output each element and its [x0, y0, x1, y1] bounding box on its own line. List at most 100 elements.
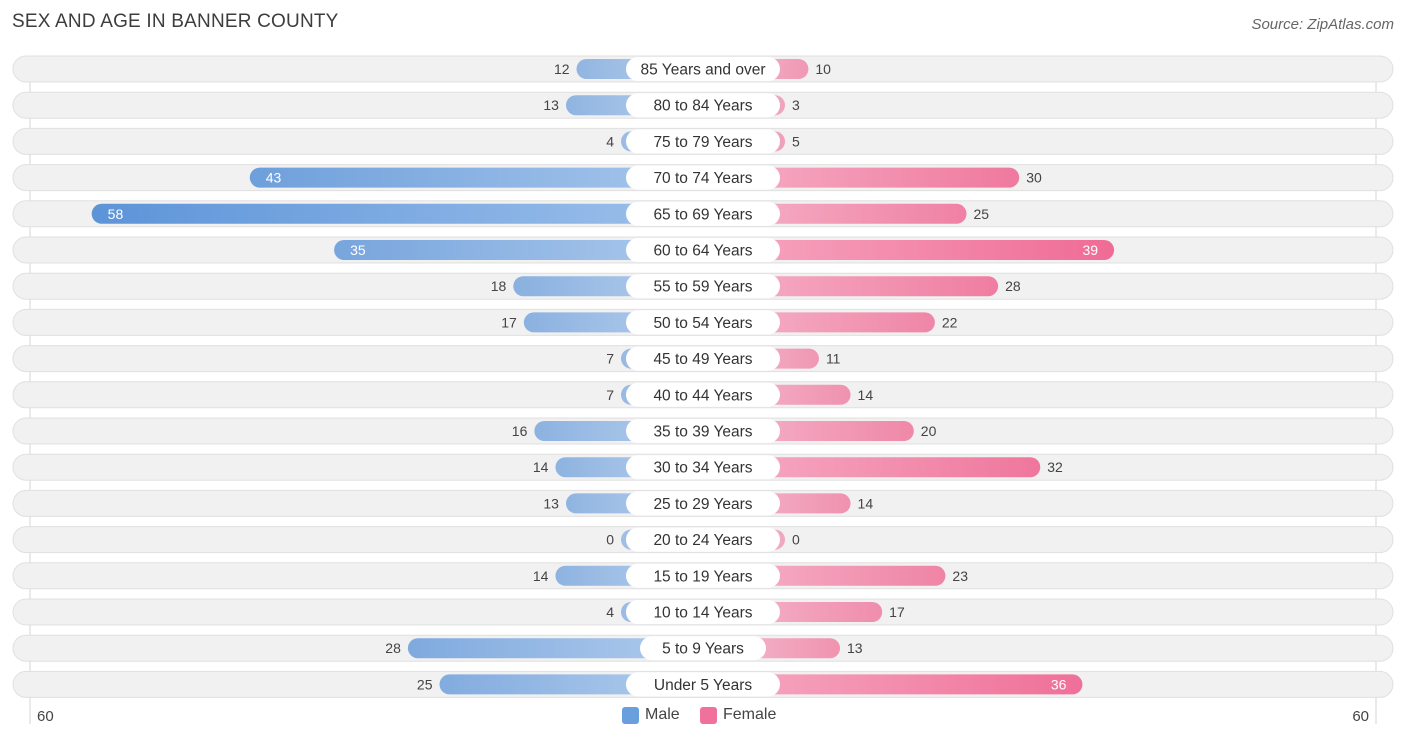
category-label: 55 to 59 Years — [653, 279, 752, 296]
chart-row: 43 30 70 to 74 Years — [12, 164, 1394, 192]
category-pill — [626, 419, 780, 443]
value-label-male: 14 — [533, 459, 549, 475]
category-pill — [626, 600, 780, 624]
value-label-female: 28 — [1005, 278, 1021, 294]
category-label: 80 to 84 Years — [653, 98, 752, 115]
value-label-male: 13 — [543, 97, 559, 113]
value-label-male: 43 — [266, 170, 282, 186]
value-label-female: 39 — [1082, 242, 1098, 258]
value-label-female: 13 — [847, 640, 863, 656]
chart-row: 13 14 25 to 29 Years — [12, 489, 1394, 517]
category-pill — [626, 93, 780, 118]
category-pill — [626, 165, 780, 190]
chart-row: 58 25 65 to 69 Years — [12, 200, 1394, 228]
chart-row: 7 11 45 to 49 Years — [12, 345, 1394, 373]
category-label: 50 to 54 Years — [653, 315, 752, 332]
category-label: 60 to 64 Years — [653, 243, 752, 260]
value-label-male: 58 — [108, 206, 124, 222]
value-label-female: 25 — [974, 206, 990, 222]
category-label: 40 to 44 Years — [653, 387, 752, 404]
category-pill — [626, 563, 780, 588]
chart-title: SEX AND AGE IN BANNER COUNTY — [12, 11, 339, 32]
chart-row: 16 20 35 to 39 Years — [12, 417, 1394, 445]
legend-female-label: Female — [723, 706, 777, 723]
value-label-female: 22 — [942, 314, 958, 330]
chart-row: 0 0 20 to 24 Years — [12, 526, 1394, 554]
legend-male: Male — [622, 706, 680, 724]
category-label: 65 to 69 Years — [653, 206, 752, 223]
category-pill — [626, 57, 780, 81]
legend-male-swatch — [622, 706, 639, 724]
value-label-male: 4 — [606, 133, 614, 149]
chart-row: 17 22 50 to 54 Years — [12, 308, 1394, 336]
value-label-male: 14 — [533, 568, 549, 584]
chart-row: 14 32 30 to 34 Years — [12, 453, 1394, 481]
chart-row: 28 13 5 to 9 Years — [12, 634, 1394, 662]
category-pill — [626, 672, 780, 697]
category-label: 5 to 9 Years — [662, 641, 744, 658]
axis-label-left: 60 — [37, 708, 54, 725]
axis-label-right: 60 — [1352, 708, 1369, 725]
bar-male — [334, 240, 703, 260]
category-label: 15 to 19 Years — [653, 568, 752, 585]
category-pill — [640, 636, 766, 661]
legend-male-label: Male — [645, 706, 680, 723]
category-pill — [626, 238, 780, 262]
value-label-male: 17 — [501, 314, 517, 330]
value-label-male: 28 — [385, 640, 401, 656]
value-label-male: 0 — [606, 532, 614, 548]
value-label-female: 36 — [1051, 676, 1067, 692]
chart-row: 12 10 85 Years and over — [12, 55, 1394, 83]
value-label-male: 13 — [543, 495, 559, 511]
category-pill — [626, 274, 780, 299]
value-label-female: 17 — [889, 604, 905, 620]
chart-row: 18 28 55 to 59 Years — [12, 272, 1394, 300]
category-label: 70 to 74 Years — [653, 170, 752, 187]
bar-female — [703, 674, 1083, 695]
bar-female — [703, 240, 1115, 260]
chart-row: 4 5 75 to 79 Years — [12, 127, 1394, 155]
bar-male — [249, 167, 703, 188]
category-label: 10 to 14 Years — [653, 605, 752, 622]
chart-row: 7 14 40 to 44 Years — [12, 381, 1394, 409]
legend-female: Female — [700, 706, 776, 724]
value-label-female: 0 — [792, 532, 800, 548]
value-label-female: 23 — [952, 568, 968, 584]
category-label: 30 to 34 Years — [653, 460, 752, 477]
value-label-female: 14 — [858, 387, 874, 403]
value-label-female: 5 — [792, 133, 800, 149]
bar-female — [703, 457, 1041, 478]
category-label: 85 Years and over — [641, 62, 766, 79]
value-label-female: 32 — [1047, 459, 1063, 475]
category-label: 75 to 79 Years — [653, 134, 752, 151]
chart-row: 25 36 Under 5 Years — [12, 670, 1394, 698]
category-pill — [626, 455, 780, 480]
value-label-female: 30 — [1026, 170, 1042, 186]
value-label-male: 16 — [512, 423, 528, 439]
chart-row: 14 23 15 to 19 Years — [12, 562, 1394, 590]
category-pill — [626, 382, 780, 407]
category-label: Under 5 Years — [654, 677, 752, 694]
chart-row: 4 17 10 to 14 Years — [12, 598, 1394, 626]
category-label: 35 to 39 Years — [653, 424, 752, 441]
value-label-female: 3 — [792, 97, 800, 113]
value-label-male: 7 — [606, 351, 614, 367]
value-label-female: 20 — [921, 423, 937, 439]
category-label: 20 to 24 Years — [653, 532, 752, 549]
value-label-male: 18 — [491, 278, 507, 294]
bar-male — [407, 638, 703, 659]
value-label-female: 11 — [826, 351, 841, 367]
category-pill — [626, 129, 780, 154]
value-label-male: 35 — [350, 242, 366, 258]
category-pill — [626, 491, 780, 516]
bar-female — [703, 167, 1020, 188]
category-pill — [626, 201, 780, 226]
bar-male — [91, 203, 704, 224]
value-label-female: 10 — [815, 61, 831, 77]
legend-female-swatch — [700, 706, 717, 724]
chart-row: 13 3 80 to 84 Years — [12, 91, 1394, 119]
value-label-male: 7 — [606, 387, 614, 403]
chart-row: 35 39 60 to 64 Years — [12, 236, 1394, 264]
value-label-male: 12 — [554, 61, 570, 77]
